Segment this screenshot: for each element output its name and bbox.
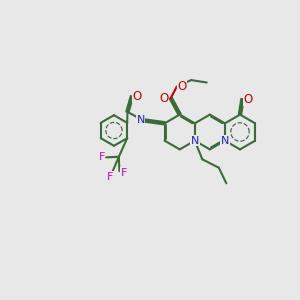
Text: N: N <box>136 115 145 125</box>
Text: O: O <box>243 92 252 106</box>
Text: O: O <box>178 80 187 93</box>
Text: O: O <box>133 90 142 103</box>
Text: F: F <box>121 168 127 178</box>
Text: N: N <box>190 136 199 146</box>
Text: F: F <box>98 152 105 162</box>
Text: O: O <box>160 92 169 105</box>
Text: F: F <box>106 172 113 182</box>
Text: N: N <box>221 136 229 146</box>
